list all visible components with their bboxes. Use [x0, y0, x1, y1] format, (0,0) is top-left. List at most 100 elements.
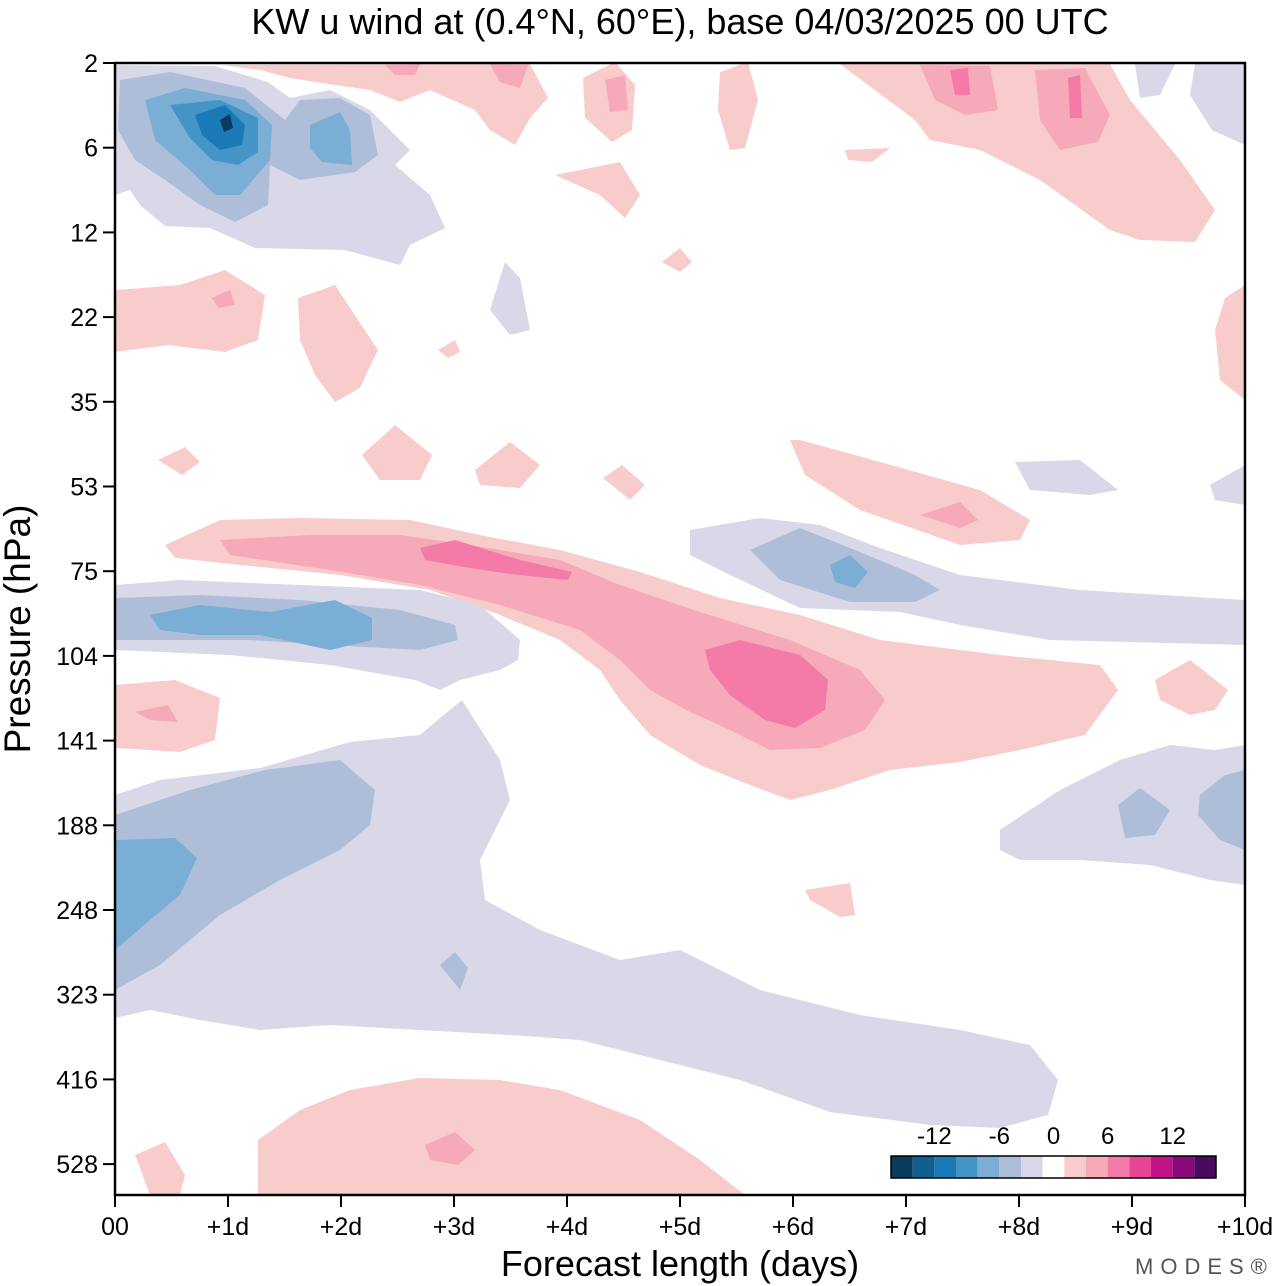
contour-neg-lower-dark	[115, 838, 197, 950]
contour-pos-top-10	[950, 68, 970, 95]
x-axis: 00 +1d +2d +3d +4d +5d +6d +7d +8d +9d +10d	[101, 1195, 1273, 1241]
contour-pos-248	[805, 883, 855, 917]
y-axis: 2 6 12 22 35 53 75 104 141 188 248 323 416 528	[56, 50, 115, 1179]
contour-pos-141-right	[1155, 660, 1228, 715]
y-tick-label: 53	[70, 474, 98, 502]
contour-pos-22-right	[1215, 285, 1245, 400]
contour-pos-22-small	[438, 340, 460, 358]
colorbar-swatch	[956, 1156, 978, 1178]
x-axis-label: Forecast length (days)	[501, 1243, 859, 1284]
y-tick-label: 323	[56, 982, 98, 1010]
contour-neg-lower-mid	[115, 760, 375, 990]
contour-pos-top-3	[490, 64, 528, 88]
contour-pos-top-6	[718, 62, 758, 150]
contour-neg-53-right	[1015, 460, 1118, 495]
contour-pos-22-left	[115, 270, 265, 352]
colorbar-swatch	[1021, 1156, 1043, 1178]
contour-neg-deep-top-2	[310, 112, 352, 165]
contour-pos-main-dark	[420, 540, 572, 580]
colorbar-tick-label: 6	[1101, 1123, 1114, 1150]
contour-neg-peak-top	[220, 114, 233, 132]
colorbar-swatch	[1107, 1156, 1130, 1178]
contour-pos-53-6	[920, 502, 978, 528]
contour-pos-53-2	[362, 425, 432, 480]
y-tick-label: 141	[56, 728, 98, 756]
contour-pos-top-7	[840, 64, 1215, 242]
colorbar-swatch	[1172, 1156, 1195, 1178]
y-tick-label: 22	[70, 304, 98, 332]
x-tick-label: +5d	[659, 1213, 701, 1241]
colorbar-swatch	[934, 1156, 956, 1178]
y-tick-label: 12	[70, 219, 98, 247]
contour-pos-bottom-left	[135, 1142, 185, 1195]
x-tick-label: +10d	[1217, 1213, 1273, 1241]
colorbar-tick-label: 0	[1047, 1123, 1060, 1150]
y-tick-label: 2	[84, 50, 98, 78]
contour-pos-22-left-b	[212, 290, 235, 308]
x-tick-label: +8d	[998, 1213, 1040, 1241]
x-tick-label: +3d	[433, 1213, 475, 1241]
contour-pos-53-4	[603, 465, 645, 500]
contour-pos-top-11	[1068, 75, 1082, 118]
colorbar: -12 -6 0 6 12	[890, 1123, 1217, 1179]
y-tick-label: 416	[56, 1066, 98, 1094]
y-tick-label: 75	[70, 558, 98, 586]
x-tick-label: +6d	[772, 1213, 814, 1241]
x-tick-label: +1d	[207, 1213, 249, 1241]
y-tick-label: 188	[56, 812, 98, 840]
colorbar-swatch	[912, 1156, 935, 1178]
colorbar-swatch	[999, 1156, 1021, 1178]
contour-pos-top-14	[662, 248, 692, 272]
contour-pos-top-13	[845, 148, 890, 162]
contour-neg-53-right2	[1210, 465, 1245, 505]
contour-neg-75-dark	[830, 555, 868, 588]
colorbar-tick-label: 12	[1159, 1123, 1186, 1150]
colorbar-frame	[890, 1155, 1217, 1179]
colorbar-swatch	[1086, 1156, 1108, 1178]
colorbar-tick-label: -6	[989, 1123, 1010, 1150]
colorbar-swatch	[891, 1156, 913, 1178]
x-tick-label: 00	[101, 1213, 129, 1241]
colorbar-swatch	[1129, 1156, 1151, 1178]
contour-neg-lower-small	[440, 952, 468, 990]
x-tick-label: +9d	[1111, 1213, 1153, 1241]
chart-title: KW u wind at (0.4°N, 60°E), base 04/03/2…	[251, 1, 1108, 42]
y-tick-label: 104	[56, 643, 98, 671]
x-tick-label: +2d	[320, 1213, 362, 1241]
contour-neg-right-lower-mid2	[1198, 770, 1245, 850]
colorbar-swatch	[1151, 1156, 1173, 1178]
contour-pos-141-left-b	[135, 705, 178, 722]
colorbar-swatch	[977, 1156, 1000, 1178]
contour-pos-top-1	[222, 64, 548, 145]
colorbar-tick-label: -12	[917, 1123, 952, 1150]
colorbar-swatch	[1064, 1156, 1086, 1178]
y-axis-label: Pressure (hPa)	[0, 505, 38, 754]
x-tick-label: +7d	[885, 1213, 927, 1241]
contour-neg-22-small	[490, 262, 530, 335]
contour-neg-core-top	[195, 105, 245, 150]
colorbar-swatch	[1194, 1156, 1216, 1178]
contour-pos-53-3	[475, 442, 540, 488]
contour-pos-top-2	[385, 64, 420, 75]
contour-pos-22-mid	[298, 285, 378, 402]
contour-pos-53-1	[158, 447, 200, 475]
y-tick-label: 248	[56, 897, 98, 925]
contour-pos-top-12	[555, 162, 640, 218]
contour-pos-main-mid	[220, 535, 885, 750]
contour-pos-bottom	[258, 1078, 745, 1195]
contour-neg-top-right-2	[1190, 64, 1245, 145]
contour-neg-104-dark	[150, 600, 372, 650]
x-tick-label: +4d	[546, 1213, 588, 1241]
contour-neg-top-right	[1135, 64, 1175, 98]
y-tick-label: 528	[56, 1151, 98, 1179]
contour-pos-main-dark2	[705, 640, 828, 728]
y-tick-label: 35	[70, 389, 98, 417]
y-tick-label: 6	[84, 135, 98, 163]
contour-field	[115, 62, 1245, 1195]
modes-logo: MODES®	[1135, 1254, 1274, 1279]
colorbar-swatch	[1042, 1156, 1065, 1178]
contour-pos-bottom-b	[425, 1132, 475, 1165]
contour-pos-top-5	[605, 75, 628, 112]
contour-neg-right-lower-mid	[1118, 788, 1170, 838]
